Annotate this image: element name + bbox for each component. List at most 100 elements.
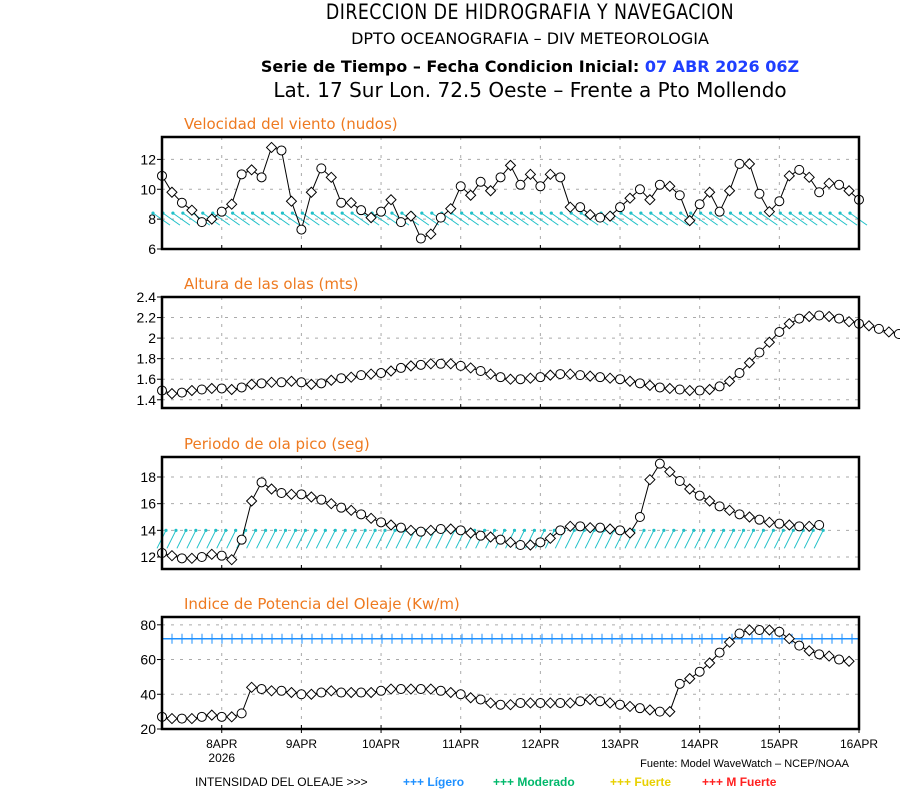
data-point <box>296 377 307 388</box>
data-point <box>544 168 557 181</box>
data-point <box>624 192 636 204</box>
direction-arrow-head <box>778 211 782 215</box>
data-point <box>425 358 437 370</box>
data-point <box>834 313 845 324</box>
data-point <box>464 692 477 704</box>
data-point <box>674 190 685 201</box>
data-point <box>604 210 616 222</box>
data-point <box>405 524 417 537</box>
direction-arrow <box>266 530 276 549</box>
data-point <box>564 201 576 213</box>
data-point <box>734 158 745 169</box>
data-point <box>265 141 278 154</box>
direction-arrow <box>763 530 774 549</box>
data-point <box>365 512 377 525</box>
data-point <box>236 169 247 180</box>
data-point <box>495 372 506 383</box>
data-point <box>575 696 586 707</box>
direction-arrow <box>445 530 456 549</box>
data-point <box>445 523 457 535</box>
data-point <box>245 681 258 694</box>
data-point <box>336 373 347 384</box>
data-point <box>415 359 426 370</box>
data-point <box>814 310 825 321</box>
direction-arrow <box>620 212 639 226</box>
data-point <box>225 198 238 210</box>
data-point <box>754 625 765 636</box>
data-point <box>455 689 466 700</box>
data-point <box>305 186 318 198</box>
direction-arrow-head <box>244 528 248 532</box>
data-point <box>265 685 278 697</box>
location-label: Lat. 17 Sur Lon. 72.5 Oeste – Frente a P… <box>273 78 787 102</box>
data-point <box>395 684 406 695</box>
direction-arrow-head <box>712 528 716 532</box>
direction-arrow <box>315 530 326 549</box>
data-point <box>763 205 776 218</box>
data-point <box>684 384 696 397</box>
data-point <box>664 382 676 395</box>
direction-arrow <box>813 530 824 549</box>
x-tick-label: 16APR <box>840 737 878 751</box>
direction-arrow <box>803 530 814 549</box>
data-point <box>535 372 546 383</box>
x-year-label: 2026 <box>208 751 235 765</box>
direction-arrow-head <box>722 528 726 532</box>
direction-arrow-head <box>313 528 317 532</box>
direction-arrow-head <box>343 528 347 532</box>
plot-frame <box>160 295 861 410</box>
data-point <box>365 368 377 380</box>
data-point <box>555 369 566 380</box>
direction-arrow <box>694 530 705 549</box>
direction-arrow <box>242 212 260 226</box>
direction-arrow-head <box>340 211 344 215</box>
data-point <box>754 188 765 199</box>
data-point <box>774 196 785 207</box>
direction-arrow-head <box>171 211 175 215</box>
direction-arrow-head <box>838 211 842 215</box>
data-point <box>604 372 616 384</box>
agency-title: DIRECCION DE HIDROGRAFIA Y NAVEGACION <box>325 0 735 24</box>
direction-arrow-head <box>383 528 387 532</box>
direction-arrow <box>471 212 489 226</box>
data-point <box>743 511 756 523</box>
legend-marker: +++ <box>702 775 726 789</box>
data-point <box>385 365 397 377</box>
direction-arrow-head <box>330 211 334 215</box>
data-point <box>336 197 347 208</box>
data-point <box>555 525 566 536</box>
direction-arrow <box>521 212 539 226</box>
direction-arrow-head <box>263 528 268 532</box>
data-point <box>186 712 198 725</box>
direction-arrow <box>789 212 808 226</box>
data-point <box>714 206 725 217</box>
data-point <box>225 553 238 566</box>
direction-arrow-head <box>808 211 812 215</box>
data-point <box>296 224 307 235</box>
data-point <box>654 179 665 190</box>
direction-arrow-head <box>250 211 255 215</box>
direction-arrow <box>461 212 479 226</box>
data-point <box>415 526 426 537</box>
x-tick-label: 11APR <box>442 737 479 751</box>
direction-arrow <box>630 212 649 226</box>
direction-arrow-head <box>649 211 653 215</box>
direction-arrow <box>839 212 858 226</box>
direction-arrow-head <box>151 211 155 215</box>
direction-arrow-head <box>363 528 367 532</box>
x-tick-label: 9APR <box>286 737 318 751</box>
legend-marker: +++ <box>493 775 517 789</box>
direction-arrow-head <box>758 211 762 215</box>
data-point <box>236 534 247 545</box>
data-point <box>615 202 626 213</box>
data-point <box>356 205 367 216</box>
data-point <box>405 683 417 695</box>
data-point <box>555 172 566 183</box>
plot-frame <box>160 615 861 731</box>
direction-arrow-head <box>689 211 693 215</box>
data-point <box>584 208 596 221</box>
direction-arrow-head <box>532 528 537 532</box>
data-point <box>276 685 287 696</box>
data-point <box>843 185 855 197</box>
data-point <box>774 326 785 337</box>
